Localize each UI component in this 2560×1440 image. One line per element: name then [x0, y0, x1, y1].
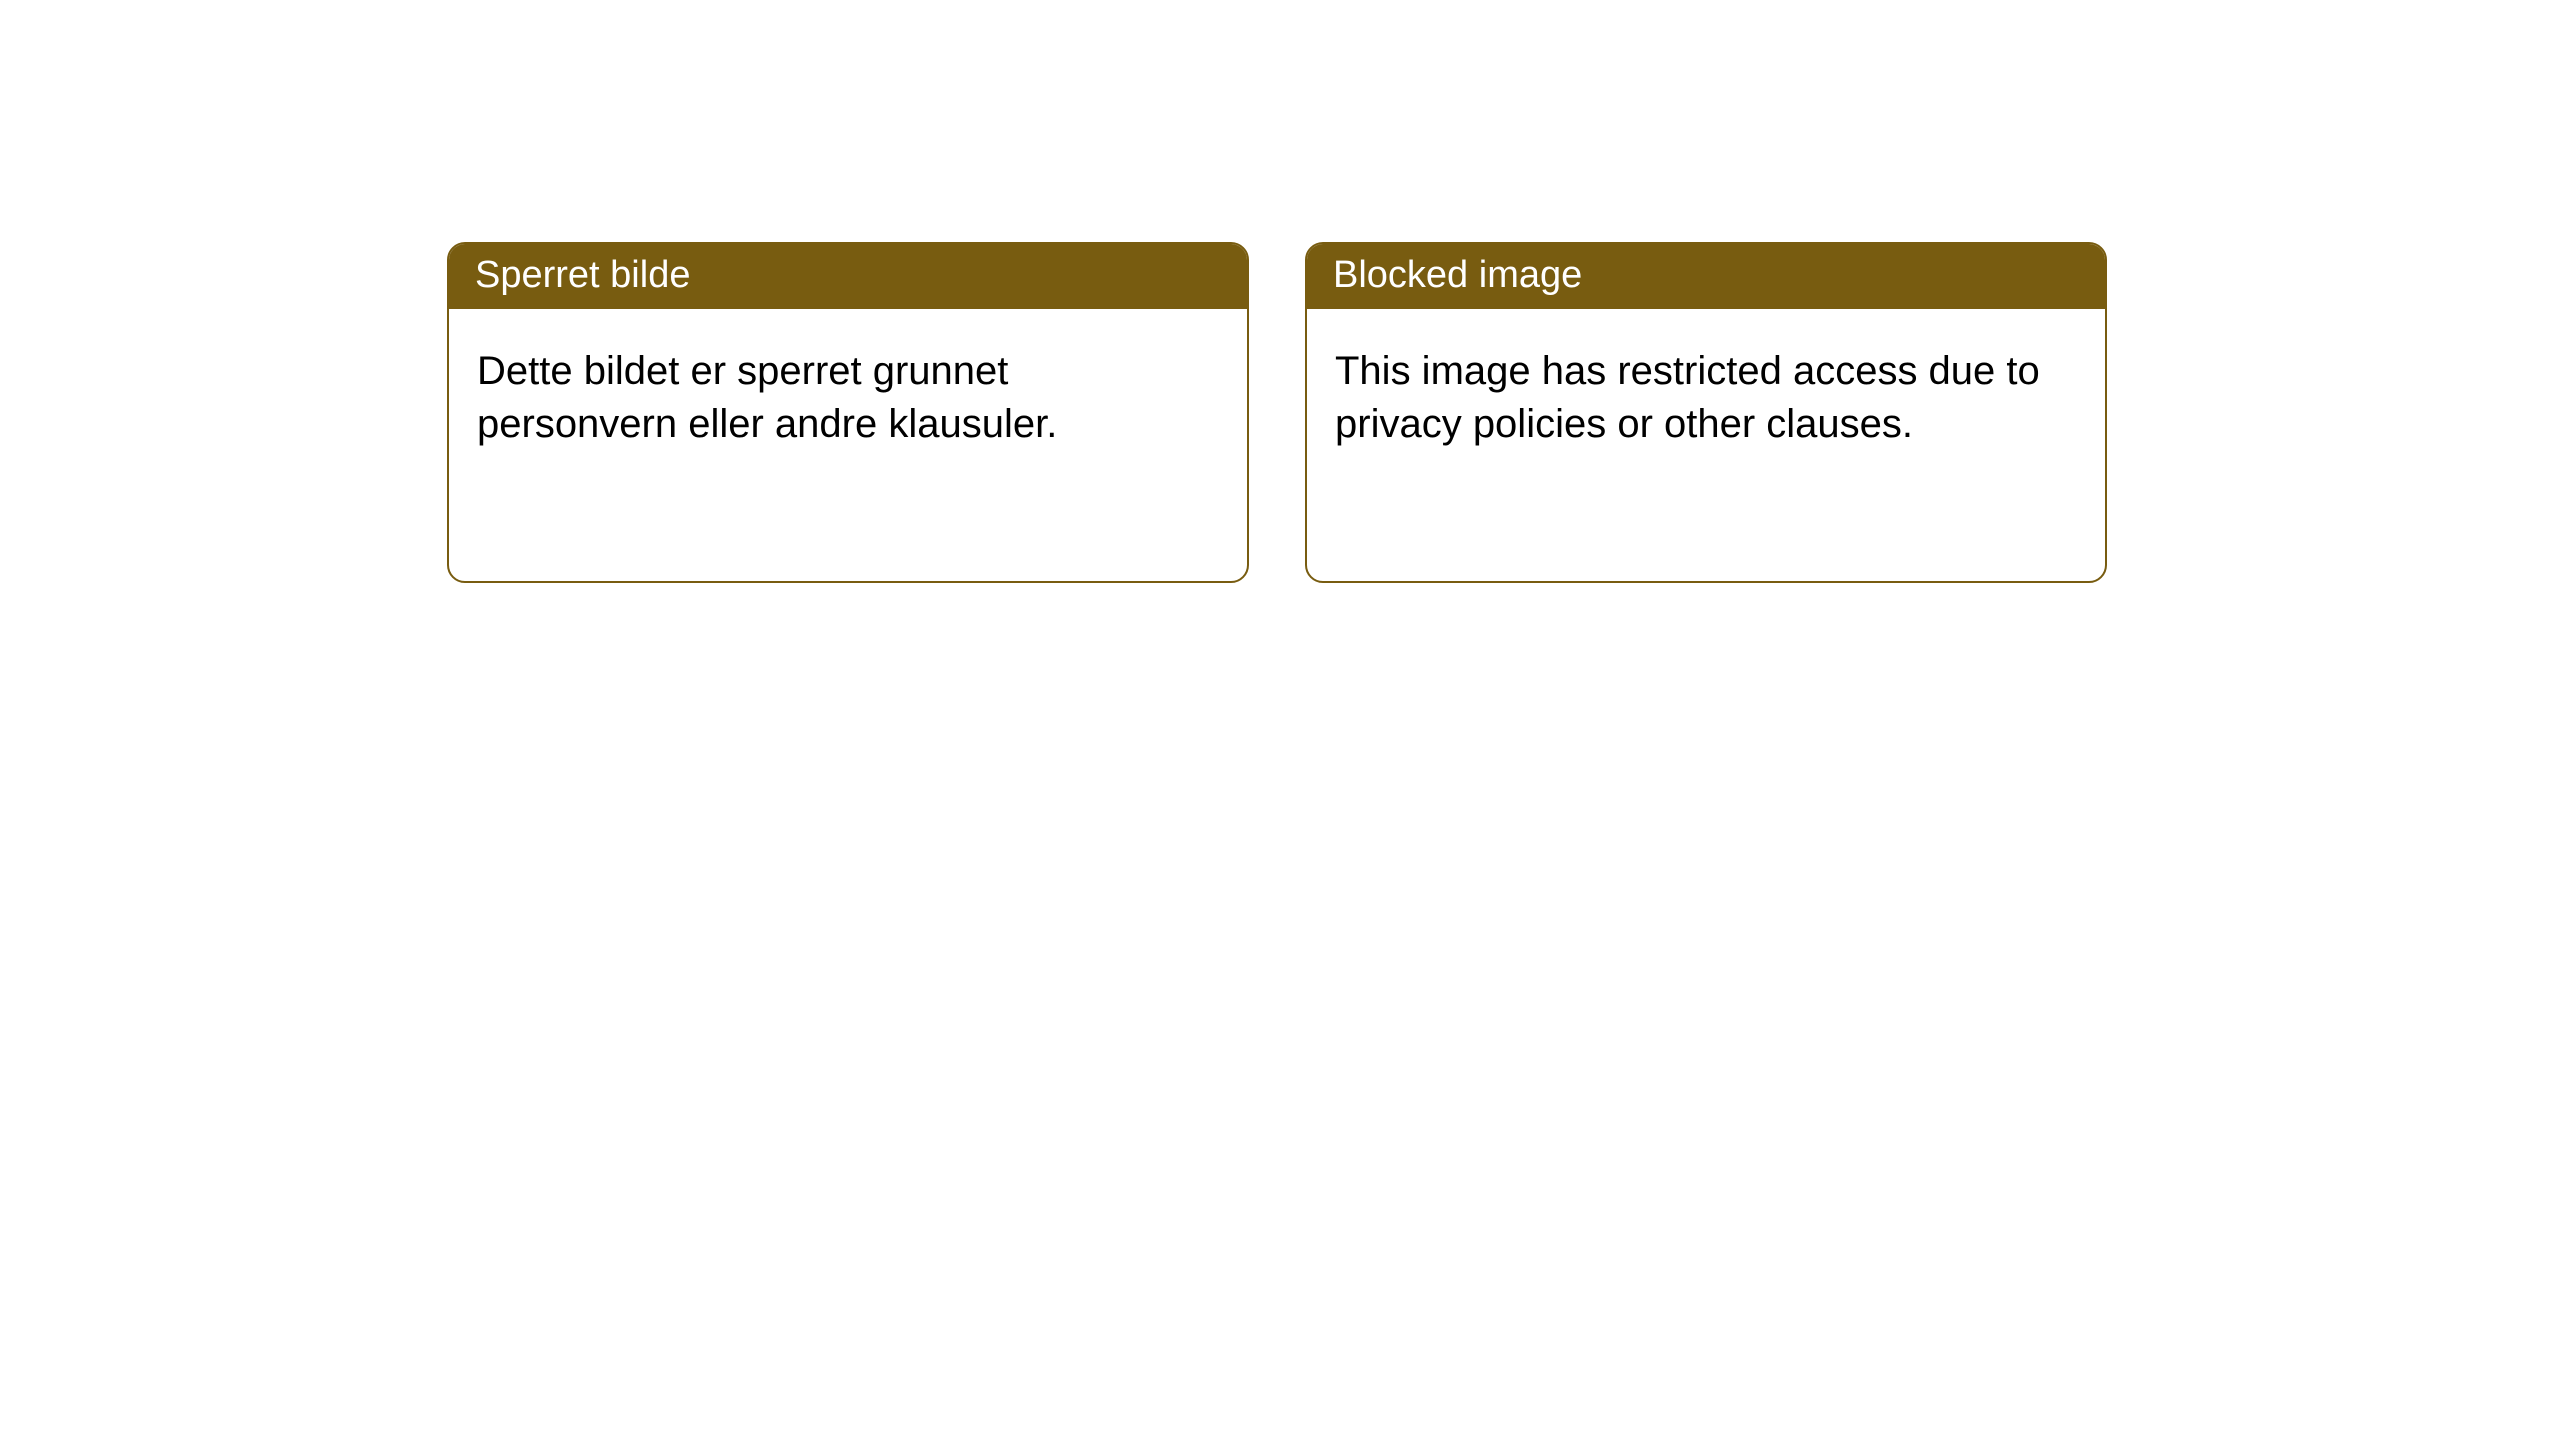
notice-card-no: Sperret bilde Dette bildet er sperret gr…	[447, 242, 1249, 583]
notice-body-en: This image has restricted access due to …	[1307, 309, 2105, 581]
notice-container: Sperret bilde Dette bildet er sperret gr…	[447, 242, 2107, 583]
notice-card-en: Blocked image This image has restricted …	[1305, 242, 2107, 583]
notice-title-no: Sperret bilde	[449, 244, 1247, 309]
notice-body-no: Dette bildet er sperret grunnet personve…	[449, 309, 1247, 581]
notice-title-en: Blocked image	[1307, 244, 2105, 309]
